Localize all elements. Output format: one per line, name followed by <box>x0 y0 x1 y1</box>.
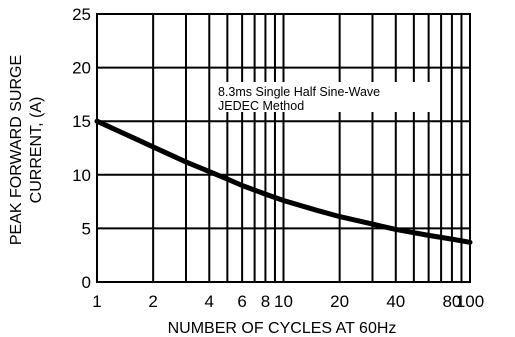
x-tick-label-6: 6 <box>237 292 246 311</box>
y-tick-label-25: 25 <box>72 5 91 24</box>
x-tick-label-40: 40 <box>386 292 405 311</box>
x-tick-label-100: 100 <box>456 292 484 311</box>
x-tick-label-20: 20 <box>330 292 349 311</box>
series-line-surge-current <box>94 118 473 245</box>
y-tick-label-0: 0 <box>82 273 91 292</box>
x-tick-label-8: 8 <box>261 292 270 311</box>
y-tick-label-10: 10 <box>72 166 91 185</box>
x-tick-label-80: 80 <box>442 292 461 311</box>
x-tick-label-10: 10 <box>274 292 293 311</box>
annotation-line-1: 8.3ms Single Half Sine-Wave <box>218 85 380 99</box>
y-tick-label-5: 5 <box>82 219 91 238</box>
annotation-line-2: JEDEC Method <box>218 99 304 113</box>
x-tick-label-4: 4 <box>205 292 214 311</box>
plot-frame <box>96 13 471 283</box>
y-tick-label-15: 15 <box>72 112 91 131</box>
y-axis-label-line-2: CURRENT, (A) <box>28 97 45 204</box>
y-axis-label-line-1: PEAK FORWARD SURGE <box>8 55 25 245</box>
annotation-background <box>215 82 440 112</box>
y-tick-label-20: 20 <box>72 59 91 78</box>
x-axis-label: NUMBER OF CYCLES AT 60Hz <box>168 320 397 337</box>
x-tick-label-1: 1 <box>92 292 101 311</box>
x-tick-label-2: 2 <box>148 292 157 311</box>
